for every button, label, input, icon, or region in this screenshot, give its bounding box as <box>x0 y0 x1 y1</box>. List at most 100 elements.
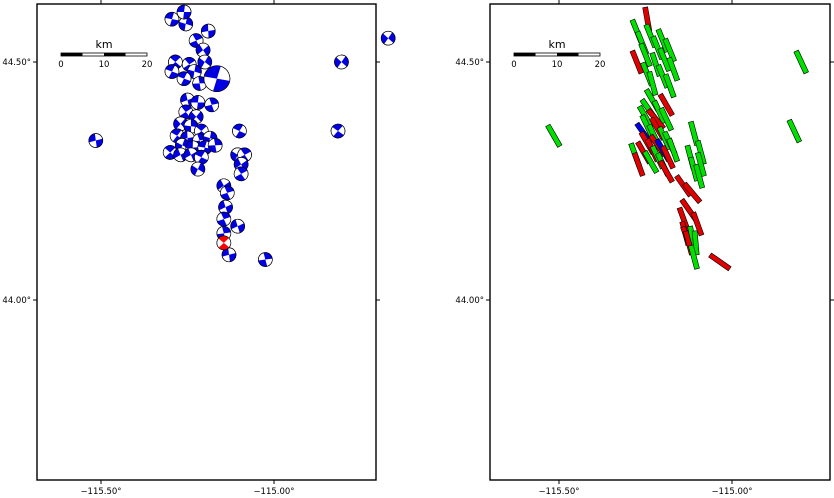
scale-bar-label: 0 <box>511 60 516 70</box>
beachball-compressional-quadrant <box>222 226 231 234</box>
scale-bar-segment <box>61 53 83 56</box>
beachball-compressional-quadrant <box>184 57 196 65</box>
beachball-compressional-quadrant <box>177 5 185 13</box>
beachball-outline <box>380 30 396 46</box>
stress-axis-bar-green <box>666 56 681 82</box>
beachball-compressional-quadrant <box>381 33 389 44</box>
focal-mechanism <box>207 138 223 153</box>
beachball-outline <box>164 11 180 27</box>
beachball-compressional-quadrant <box>334 57 342 68</box>
beachball-compressional-quadrant <box>201 24 209 33</box>
beachball-outline <box>216 211 232 227</box>
focal-mechanism <box>258 252 273 267</box>
beachball-compressional-quadrant <box>220 192 231 200</box>
beachball-outline <box>334 54 349 70</box>
beachball-compressional-quadrant <box>224 186 234 193</box>
beachball-compressional-quadrant <box>190 119 198 128</box>
beachball-outline <box>176 71 192 86</box>
stress-axis-bar-red <box>708 252 732 272</box>
stress-axis-bar-red <box>629 49 645 75</box>
focal-mechanism <box>219 185 235 201</box>
beachball-compressional-quadrant <box>222 247 230 257</box>
beachball-compressional-quadrant <box>230 151 238 162</box>
stress-axis-bar-green <box>658 106 674 132</box>
beachball-compressional-quadrant <box>332 124 343 132</box>
focal-mechanism <box>204 97 220 113</box>
beachball-outline <box>233 166 249 182</box>
beachball-compressional-quadrant <box>88 133 96 143</box>
stress-axis-bar-green <box>786 118 803 144</box>
beachball-compressional-quadrant <box>180 131 188 140</box>
x-tick-label: −115.50° <box>80 487 121 497</box>
beachball-compressional-quadrant <box>225 204 233 214</box>
beachball-compressional-quadrant <box>218 242 230 250</box>
focal-mechanism <box>176 4 192 20</box>
beachball-compressional-quadrant <box>185 140 193 149</box>
focal-mechanism <box>173 147 188 163</box>
beachball-compressional-quadrant <box>168 71 179 79</box>
beachball-compressional-quadrant <box>258 259 268 267</box>
beachball-compressional-quadrant <box>173 118 181 130</box>
focal-mechanism <box>218 199 233 215</box>
stress-bar-map-panel: −115.50° −115.00° 44.50° 44.00° km 0 10 20 <box>455 0 834 497</box>
stress-axis-bar-green <box>693 163 706 189</box>
beachball-compressional-quadrant <box>218 200 226 211</box>
beachball-outline <box>330 123 346 139</box>
beachball-compressional-quadrant <box>220 212 231 220</box>
beachball-outline <box>207 138 223 153</box>
stress-axis-bar-red <box>657 92 675 117</box>
beachball-compressional-quadrant <box>185 17 193 26</box>
stress-axis-bar-green <box>545 123 563 148</box>
beachball-compressional-quadrant <box>197 57 205 69</box>
beachball-compressional-quadrant <box>184 148 191 159</box>
beachball-compressional-quadrant <box>192 83 201 91</box>
scale-bar-unit: km <box>95 38 112 51</box>
beachball-compressional-quadrant <box>388 32 396 43</box>
stress-axis-bar-red <box>631 151 646 177</box>
y-tick-label: 44.00° <box>2 296 31 306</box>
stress-axis-bar-red <box>660 144 676 170</box>
stress-axis-bar-red <box>690 211 705 237</box>
beachball-compressional-quadrant <box>181 105 192 112</box>
beachball-compressional-quadrant <box>234 158 242 169</box>
beachball-compressional-quadrant <box>171 128 182 136</box>
stress-axis-bar-green <box>688 244 700 270</box>
beachball-outline <box>204 97 220 113</box>
beachball-compressional-quadrant <box>190 95 199 103</box>
stress-axis-bar-green <box>662 73 677 99</box>
stress-axis-bar-red <box>657 159 675 184</box>
large-focal-mechanism <box>203 65 231 92</box>
beachball-compressional-quadrant <box>165 64 176 72</box>
focal-mechanism <box>176 71 192 86</box>
beachball-compressional-quadrant <box>196 44 204 55</box>
beachball-compressional-quadrant <box>178 21 186 31</box>
beachball-outline <box>216 235 232 251</box>
beachball-outline <box>258 252 273 267</box>
beachball-compressional-quadrant <box>241 160 249 171</box>
beachball-outline <box>230 218 245 234</box>
focal-mechanism <box>334 54 349 70</box>
stress-axis-bar-green <box>793 49 809 75</box>
beachball-map-panel: −115.50° −115.00° 44.50° 44.00° km 0 10 20 <box>2 0 396 497</box>
beachball-compressional-quadrant <box>196 102 205 110</box>
stress-axis-bar-red <box>682 181 703 205</box>
beachball-compressional-quadrant <box>230 219 238 230</box>
beachball-outline <box>178 16 194 32</box>
x-tick-label: −115.00° <box>253 487 294 497</box>
focal-mechanism <box>190 161 206 177</box>
focal-mechanism <box>216 211 232 227</box>
y-tick-label: 44.50° <box>2 58 31 68</box>
scale-bar-unit: km <box>548 38 565 51</box>
highlighted-focal-mechanism <box>216 235 232 251</box>
scale-bar-label: 20 <box>595 60 606 70</box>
stress-axis-bar-green <box>638 42 653 68</box>
focal-mechanism <box>221 247 237 263</box>
stress-axis-bar-green <box>642 149 660 175</box>
beachball-compressional-quadrant <box>217 219 227 226</box>
beachball-compressional-quadrant <box>233 124 244 132</box>
focal-mechanism <box>192 76 207 91</box>
beachball-compressional-quadrant <box>196 111 204 122</box>
beachball-compressional-quadrant <box>240 147 251 155</box>
beachball-compressional-quadrant <box>183 12 191 19</box>
